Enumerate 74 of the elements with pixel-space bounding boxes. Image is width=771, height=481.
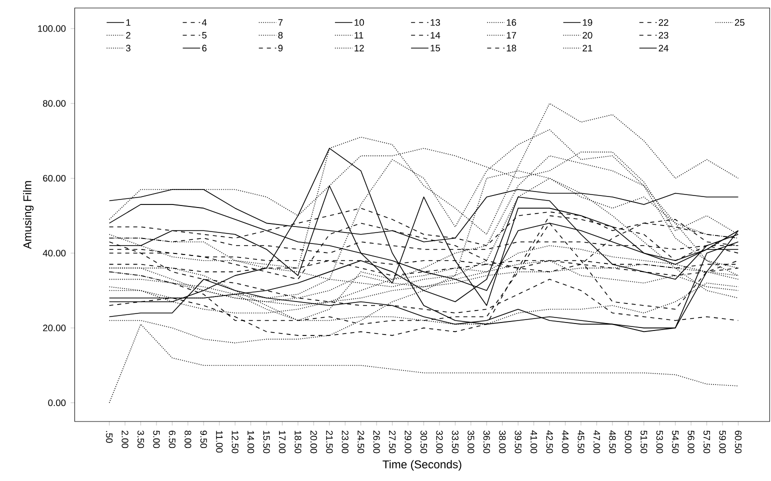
legend-label: 1 [126,19,130,26]
legend-label: 16 [506,19,516,26]
legend-label: 17 [506,32,516,39]
x-tick-label: 38.00 [499,430,506,454]
x-tick-label: 51.50 [640,430,648,454]
x-tick-label: 23.00 [342,430,348,454]
y-tick-label: 40.00 [42,250,66,256]
x-tick-label: 35.00 [468,430,474,454]
x-tick-label: 39.50 [514,430,522,454]
x-tick-label: 36.50 [483,430,490,454]
x-tick-label: 14.00 [248,430,254,454]
x-tick-label: 21.50 [326,430,333,454]
y-tick-label: 100.00 [38,25,66,32]
legend-label: 2 [126,32,130,39]
legend-label: 12 [354,44,364,52]
legend-label: 19 [582,19,592,26]
x-tick-label: 41.00 [530,430,538,454]
x-tick-label: 20.00 [310,430,317,454]
legend-label: 5 [202,32,207,39]
x-tick-label: 48.50 [609,430,616,454]
legend-label: 22 [658,19,668,26]
x-tick-label: 15.50 [263,430,270,454]
x-tick-label: 33.50 [452,430,458,454]
x-tick-label: 5.00 [153,430,160,448]
legend-label: 24 [658,44,668,52]
legend-label: 18 [506,44,516,52]
x-tick-label: 50.00 [624,430,632,454]
legend-label: 13 [430,19,440,26]
x-tick-label: 42.50 [546,430,553,454]
x-tick-label: .50 [106,431,113,443]
x-tick-label: 11.00 [216,430,223,453]
x-tick-label: 8.00 [184,430,192,448]
x-tick-label: 54.50 [672,430,679,454]
legend-label: 4 [202,19,207,26]
legend-label: 11 [354,32,364,39]
legend-label: 7 [278,19,283,26]
x-tick-label: 59.00 [719,430,726,454]
x-tick-label: 56.00 [688,430,694,454]
legend-label: 3 [126,44,130,52]
x-tick-label: 18.50 [294,430,302,454]
x-tick-label: 27.50 [389,430,396,454]
x-tick-label: 9.50 [200,430,207,448]
x-tick-label: 60.50 [734,430,742,454]
legend-label: 21 [582,44,592,52]
x-tick-label: 30.50 [420,430,428,454]
legend-label: 14 [430,32,440,39]
x-tick-label: 29.00 [404,430,412,454]
y-tick-label: 20.00 [43,324,66,332]
x-tick-label: 53.00 [656,430,663,454]
x-tick-label: 24.50 [358,430,364,454]
x-tick-label: 6.50 [168,430,176,448]
x-tick-label: 45.50 [578,430,584,454]
x-tick-label: 47.00 [593,430,600,454]
x-axis-title: Time (Seconds) [382,460,462,471]
legend-label: 20 [582,32,592,39]
x-tick-label: 2.00 [122,430,128,448]
y-tick-label: 60.00 [43,175,66,182]
legend-label: 15 [430,44,440,52]
y-tick-label: 0.00 [48,400,66,406]
legend-label: 25 [734,19,744,26]
legend-label: 8 [278,32,283,39]
y-axis-title: Amusing Film [23,181,34,250]
x-tick-label: 12.50 [232,430,238,454]
legend-label: 23 [658,32,668,39]
x-tick-label: 32.00 [436,430,443,454]
x-tick-label: 44.00 [562,430,569,454]
y-tick-label: 80.00 [43,100,66,107]
legend-label: 6 [202,44,207,52]
x-tick-label: 3.50 [137,430,144,448]
x-tick-label: 57.50 [703,430,710,454]
legend-label: 10 [354,19,364,26]
legend-label: 9 [278,44,283,52]
x-tick-label: 26.00 [373,430,380,454]
x-tick-label: 17.00 [278,430,286,454]
